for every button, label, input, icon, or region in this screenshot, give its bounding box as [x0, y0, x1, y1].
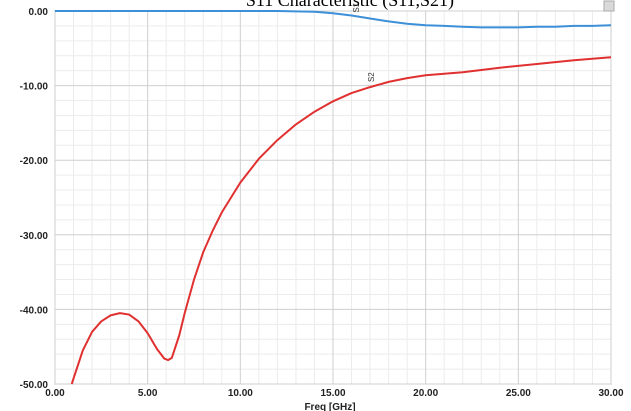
tick-labels: 0.00 5.00 10.00 15.00 20.00 25.00 30.00 0.00 -10… — [20, 7, 624, 399]
x-tick-label: 25.00 — [506, 388, 531, 399]
y-tick-label: -40.00 — [20, 305, 49, 316]
series-line-1 — [55, 10, 612, 29]
y-tick-label: 0.00 — [29, 7, 49, 18]
series-marker-label: S1 — [352, 2, 361, 12]
y-tick-label: -50.00 — [20, 380, 49, 391]
x-tick-label: 15.00 — [320, 388, 345, 399]
y-tick-label: -10.00 — [20, 82, 49, 93]
corner-icon — [603, 0, 615, 12]
series-marker-label: S2 — [367, 72, 376, 82]
x-tick-label: 5.00 — [138, 388, 158, 399]
chart-title: S11 Characteristic (S11,S21) — [246, 0, 454, 11]
y-tick-label: -20.00 — [20, 156, 49, 167]
x-tick-label: 30.00 — [598, 388, 623, 399]
x-tick-label: 10.00 — [228, 388, 253, 399]
x-axis-label: Freq [GHz] — [304, 402, 355, 411]
series-layer: S1 S2 — [55, 2, 612, 385]
series-line-2 — [70, 56, 612, 385]
x-tick-label: 0.00 — [45, 388, 65, 399]
y-tick-label: -30.00 — [20, 231, 49, 242]
x-tick-label: 20.00 — [413, 388, 438, 399]
